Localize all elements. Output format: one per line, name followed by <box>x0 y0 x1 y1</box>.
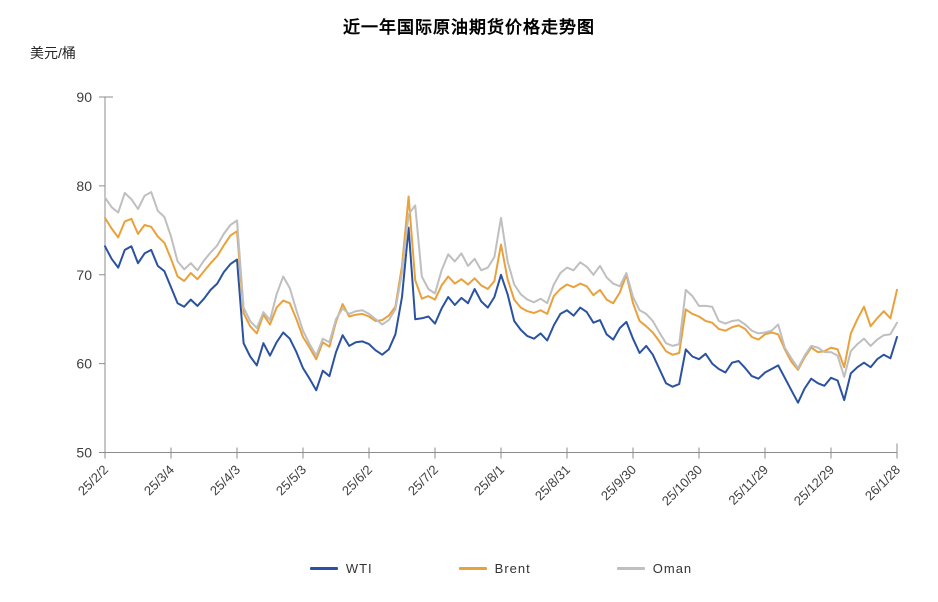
y-axis-unit-label: 美元/桶 <box>30 45 76 61</box>
legend-swatch-brent <box>458 567 487 570</box>
wti-line <box>104 226 898 404</box>
x-tick-label: 25/5/3 <box>273 462 309 498</box>
x-tick-label: 25/12/29 <box>791 462 837 508</box>
chart-legend: WTI Brent Oman <box>105 561 897 576</box>
legend-item-wti: WTI <box>309 561 373 576</box>
legend-item-brent: Brent <box>458 561 531 576</box>
x-tick-label: 25/4/3 <box>207 462 243 498</box>
legend-label-brent: Brent <box>494 561 531 576</box>
x-tick-label: 25/8/31 <box>532 462 573 503</box>
legend-swatch-wti <box>309 567 338 570</box>
y-tick-label: 50 <box>76 445 92 461</box>
legend-swatch-oman <box>616 567 645 570</box>
x-tick-label: 25/10/30 <box>659 462 705 508</box>
y-tick-label: 60 <box>76 356 92 372</box>
legend-label-wti: WTI <box>345 561 373 576</box>
x-tick-label: 25/8/1 <box>471 462 507 498</box>
x-tick-label: 25/11/29 <box>725 462 771 508</box>
x-tick-label: 25/3/4 <box>141 462 177 498</box>
y-tick-label: 70 <box>76 267 92 283</box>
x-tick-label: 25/2/2 <box>75 462 111 498</box>
oman-line <box>104 191 898 378</box>
y-tick-label: 80 <box>76 178 92 194</box>
x-tick-label: 25/7/2 <box>405 462 441 498</box>
x-tick-label: 26/1/28 <box>862 462 903 503</box>
legend-label-oman: Oman <box>652 561 693 576</box>
axes <box>99 96 898 453</box>
chart-title: 近一年国际原油期货价格走势图 <box>343 18 595 37</box>
x-tick-label: 25/9/30 <box>598 462 639 503</box>
legend-item-oman: Oman <box>616 561 693 576</box>
y-tick-label: 90 <box>76 89 92 105</box>
x-tick-label: 25/6/2 <box>339 462 375 498</box>
